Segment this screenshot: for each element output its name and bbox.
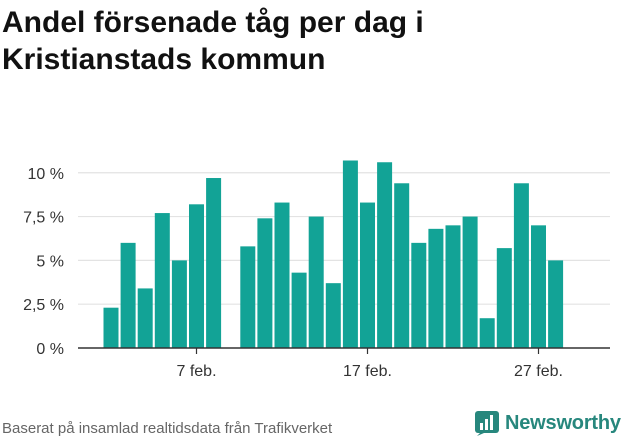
bar bbox=[462, 216, 478, 348]
chart-title-line-2: Kristianstads kommun bbox=[2, 43, 326, 76]
newsworthy-logo-icon bbox=[475, 411, 499, 436]
bar bbox=[411, 242, 427, 348]
bar bbox=[189, 204, 204, 348]
x-tick-label: 27 feb. bbox=[514, 363, 563, 380]
bar bbox=[428, 228, 444, 348]
y-tick-label: 7,5 % bbox=[23, 210, 64, 227]
bar bbox=[120, 242, 136, 348]
bar bbox=[206, 178, 222, 348]
newsworthy-brand: Newsworthy bbox=[474, 408, 621, 438]
bar bbox=[274, 202, 290, 348]
bar bbox=[394, 183, 410, 348]
brand-name: Newsworthy bbox=[505, 411, 621, 434]
bar bbox=[548, 260, 564, 348]
bar bbox=[360, 202, 375, 348]
chart-title-line-1: Andel försenade tåg per dag i bbox=[2, 6, 424, 39]
source-footnote: Baserat på insamlad realtidsdata från Tr… bbox=[2, 420, 333, 437]
bar bbox=[445, 225, 461, 348]
bar bbox=[171, 260, 187, 348]
bar bbox=[479, 318, 495, 348]
bar-chart: 0 % 2,5 % 5 % 7,5 % 10 % 7 feb. 17 feb. 27 feb… bbox=[23, 160, 610, 380]
bar bbox=[291, 272, 307, 348]
bars bbox=[103, 160, 564, 348]
bar bbox=[137, 288, 153, 348]
x-axis-ticks: 7 feb. 17 feb. 27 feb. bbox=[176, 348, 563, 380]
x-tick-label: 7 feb. bbox=[176, 363, 216, 380]
y-tick-label: 10 % bbox=[28, 166, 64, 183]
y-tick-label: 0 % bbox=[36, 341, 64, 358]
bar bbox=[342, 160, 358, 348]
bar bbox=[531, 225, 546, 348]
bar bbox=[154, 213, 170, 348]
bar bbox=[513, 183, 529, 348]
bar bbox=[496, 248, 512, 348]
bar bbox=[257, 218, 273, 348]
bar bbox=[377, 162, 393, 348]
bar bbox=[308, 216, 324, 348]
bar bbox=[325, 283, 341, 348]
bar bbox=[240, 246, 256, 348]
y-tick-label: 2,5 % bbox=[23, 297, 64, 314]
bar bbox=[103, 307, 119, 348]
chart-title: Andel försenade tåg per dag i Kristianst… bbox=[2, 4, 622, 78]
y-tick-label: 5 % bbox=[36, 253, 64, 270]
x-tick-label: 17 feb. bbox=[343, 363, 392, 380]
